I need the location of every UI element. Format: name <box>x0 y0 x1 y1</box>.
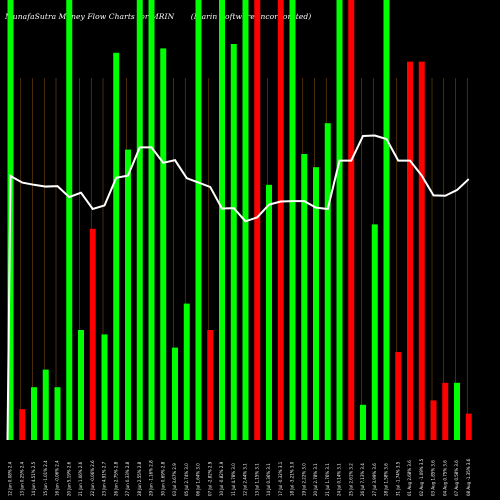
x-tick-label: 02 Aug -1.09% 3.5 <box>419 458 424 496</box>
bar-red <box>89 228 96 440</box>
bar-green <box>266 184 272 440</box>
bar-red <box>277 0 284 440</box>
bar-red <box>465 413 472 440</box>
x-tick-label: 20 Jul 2.78% 3.1 <box>313 463 318 496</box>
bar-red <box>254 0 261 440</box>
bar-green <box>230 44 237 440</box>
bar-red <box>348 0 355 440</box>
x-tick-label: 13 Jun 0.25% 2.4 <box>19 461 24 496</box>
bar-green <box>148 0 155 440</box>
bar-red <box>19 409 26 440</box>
bar-green <box>371 224 378 440</box>
chart-bars <box>7 0 472 441</box>
bar-green <box>54 387 61 440</box>
bar-green <box>383 0 390 440</box>
x-tick-label: 25 Jul 2.61% 3.2 <box>348 463 353 496</box>
x-tick-label: 28 Jun 2.55% 2.8 <box>137 461 142 496</box>
bar-green <box>454 382 460 440</box>
bar-green <box>219 0 225 440</box>
x-tick-label: 22 Jun -0.06% 2.6 <box>90 460 95 496</box>
bar-green <box>66 0 73 440</box>
chart-title-text: MunafaSutra Money Flow Charts for MRIN <box>5 12 175 21</box>
x-tick-label: 21 Jul 1.76% 3.1 <box>325 463 330 496</box>
chart-title: MunafaSutra Money Flow Charts for MRIN (… <box>5 12 495 21</box>
x-tick-label: 23 Jun 4.91% 2.7 <box>102 461 107 496</box>
x-tick-label: 15 Jun -1.01% 2.4 <box>43 460 48 496</box>
x-tick-label: 27 Jun 0.33% 2.8 <box>125 461 130 496</box>
x-tick-labels: 12 Jun 0.08% 2.4 13 Jun 0.25% 2.4 14 Jun 4… <box>8 458 471 496</box>
bar-green <box>160 48 167 441</box>
x-tick-label: 04 Aug 0.75% 3.6 <box>442 460 447 496</box>
x-tick-label: 21 Jun 1.06% 2.6 <box>78 461 83 496</box>
x-tick-label: 05 Jul 2.74% 3.0 <box>184 463 189 496</box>
x-tick-label: 17 Jul -0.32% 3.1 <box>278 461 283 496</box>
x-tick-label: 14 Jul 0.36% 3.1 <box>266 463 271 496</box>
x-tick-label: 12 Jul 2.44% 3.1 <box>243 463 248 496</box>
x-tick-label: 03 Jul 3.67% 2.9 <box>172 463 177 496</box>
bar-green <box>31 387 37 440</box>
x-tick-label: 27 Jul 3.99% 3.6 <box>372 463 377 496</box>
x-tick-label: 11 Jul 4.78% 3.0 <box>231 463 236 496</box>
bar-red <box>207 330 214 440</box>
bar-green <box>289 0 296 440</box>
bar-red <box>418 61 425 440</box>
x-tick-label: 18 Jul -3.21% 3.0 <box>290 461 295 496</box>
x-tick-label: 19 Jul 2.22% 3.0 <box>301 463 306 496</box>
bar-red <box>407 61 413 440</box>
bar-green <box>136 0 143 440</box>
bar-green <box>313 167 319 440</box>
x-tick-label: 10 Jul -0.82% 2.9 <box>219 461 224 496</box>
x-tick-label: 16 Jun -0.06% 2.4 <box>55 460 60 496</box>
x-tick-label: 13 Jul 1.15% 3.1 <box>254 463 259 496</box>
x-tick-label: 26 Jun 2.75% 2.8 <box>113 461 118 496</box>
x-tick-label: 30 Jun 0.69% 2.8 <box>160 461 165 496</box>
x-tick-label: 06 Jul 1.64% 3.0 <box>196 463 201 496</box>
x-tick-label: 01 Aug 2.68% 3.6 <box>407 460 412 496</box>
x-tick-label: 08 Aug -1.35% 3.6 <box>466 458 471 496</box>
x-tick-label: 31 Jul -1.74% 3.5 <box>395 461 400 496</box>
x-tick-label: 14 Jun 4.51% 2.5 <box>31 461 36 496</box>
x-tick-label: 03 Aug 1.85% 3.6 <box>431 460 436 496</box>
bar-red <box>442 382 449 440</box>
bar-green <box>195 0 202 440</box>
x-tick-label: 28 Jul 1.58% 3.6 <box>384 463 389 496</box>
x-tick-label: 07 Jul -2.82% 2.9 <box>207 461 212 496</box>
bar-green <box>125 149 131 440</box>
bar-green <box>42 369 49 440</box>
bar-green <box>78 330 84 440</box>
chart-subtitle-text: (Marin Software Incorporated) <box>190 12 312 21</box>
money-flow-line <box>6 134 470 441</box>
bar-green <box>172 347 178 440</box>
x-tick-label: 20 Jun 5.19% 2.6 <box>66 461 71 496</box>
x-tick-label: 12 Jun 0.08% 2.4 <box>8 461 13 496</box>
bar-red <box>395 352 402 440</box>
bar-green <box>360 404 366 440</box>
bar-green <box>183 303 190 440</box>
bar-red <box>430 400 437 440</box>
bar-green <box>101 334 108 440</box>
bar-green <box>336 0 343 440</box>
bar-green <box>324 123 331 440</box>
x-tick-label: 07 Aug 0.58% 3.6 <box>454 460 459 496</box>
x-tick-label: 26 Jul 7.13% 3.4 <box>360 463 365 496</box>
x-tick-label: 24 Jul 0.14% 3.1 <box>337 463 342 496</box>
bar-green <box>113 52 120 441</box>
bar-green <box>301 154 308 440</box>
x-tick-label: 29 Jun -1.16% 2.8 <box>149 460 154 496</box>
